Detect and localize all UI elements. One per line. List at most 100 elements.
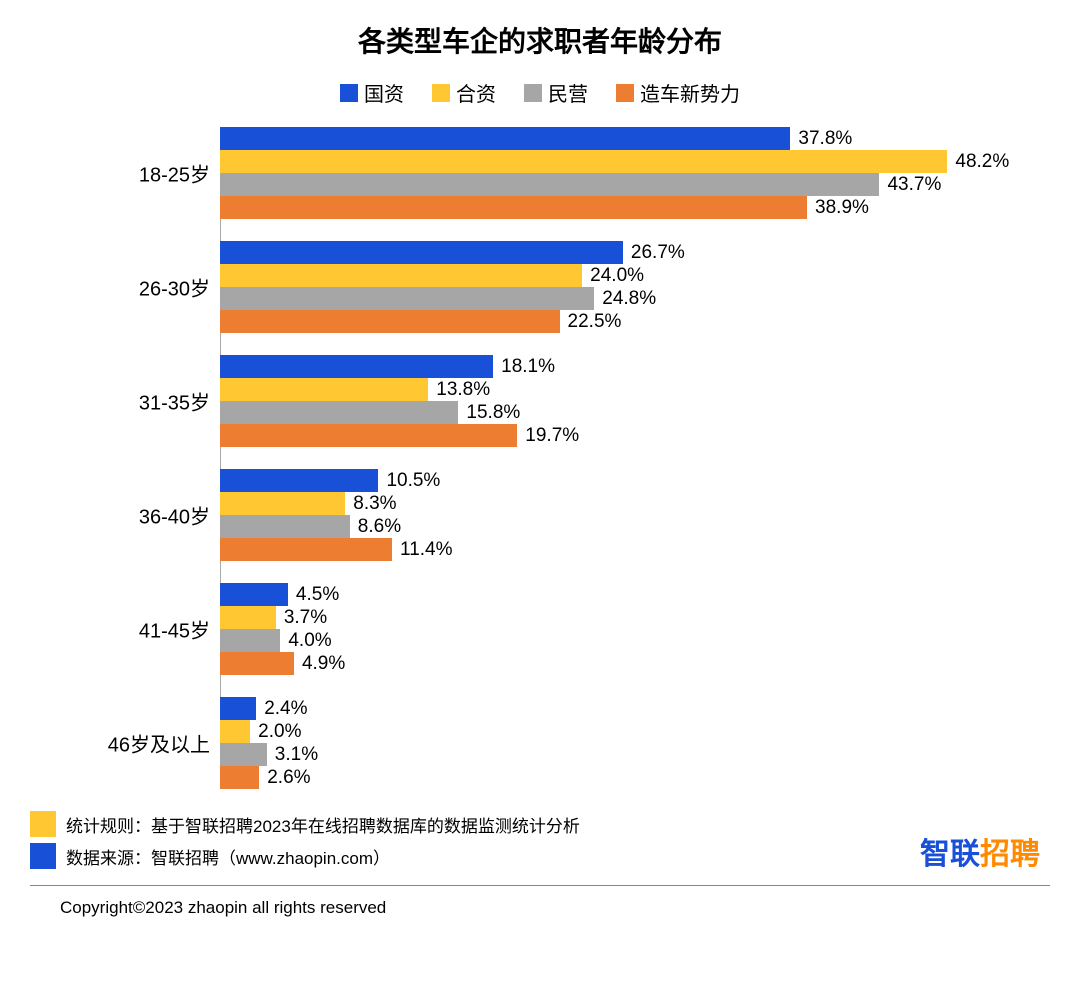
bar-value-label: 43.7% [887, 174, 941, 196]
bar-row: 15.8% [220, 401, 1050, 424]
bar-value-label: 3.7% [284, 607, 327, 629]
legend-label: 民营 [548, 78, 588, 107]
bar-row: 3.7% [220, 606, 1050, 629]
bar-row: 48.2% [220, 150, 1050, 173]
bar-row: 26.7% [220, 241, 1050, 264]
note-rule-text: 统计规则：基于智联招聘2023年在线招聘数据库的数据监测统计分析 [66, 812, 580, 837]
bar-value-label: 38.9% [815, 197, 869, 219]
bar-group: 26-30岁26.7%24.0%24.8%22.5% [220, 241, 1050, 333]
bar-row: 19.7% [220, 424, 1050, 447]
bar-row: 43.7% [220, 173, 1050, 196]
bar-row: 10.5% [220, 469, 1050, 492]
bar [220, 652, 294, 675]
bar-row: 22.5% [220, 310, 1050, 333]
bar [220, 743, 267, 766]
bar-value-label: 4.0% [288, 630, 331, 652]
chart-plot: 18-25岁37.8%48.2%43.7%38.9%26-30岁26.7%24.… [30, 127, 1050, 789]
bar-row: 3.1% [220, 743, 1050, 766]
bar-row: 8.3% [220, 492, 1050, 515]
bar [220, 355, 493, 378]
bar [220, 287, 594, 310]
bar [220, 241, 623, 264]
legend-label: 造车新势力 [640, 78, 740, 107]
bar [220, 606, 276, 629]
category-label: 31-35岁 [30, 387, 210, 416]
bar-row: 38.9% [220, 196, 1050, 219]
bar-value-label: 11.4% [400, 539, 452, 561]
bar-row: 24.0% [220, 264, 1050, 287]
legend-item: 民营 [524, 78, 588, 107]
legend-swatch [524, 84, 542, 102]
bar-row: 37.8% [220, 127, 1050, 150]
note-source-text: 数据来源：智联招聘（www.zhaopin.com） [66, 844, 390, 869]
legend-label: 合资 [456, 78, 496, 107]
bar-value-label: 37.8% [798, 128, 852, 150]
bar-row: 8.6% [220, 515, 1050, 538]
bar-value-label: 2.4% [264, 698, 307, 720]
bar-row: 13.8% [220, 378, 1050, 401]
bar-row: 4.9% [220, 652, 1050, 675]
bar [220, 401, 458, 424]
bar-value-label: 24.0% [590, 265, 644, 287]
legend-item: 合资 [432, 78, 496, 107]
bar-value-label: 48.2% [955, 151, 1009, 173]
bar-row: 18.1% [220, 355, 1050, 378]
bar-value-label: 26.7% [631, 242, 685, 264]
category-label: 36-40岁 [30, 501, 210, 530]
brand-logo: 智联招聘 [920, 829, 1040, 873]
bar-group: 41-45岁4.5%3.7%4.0%4.9% [220, 583, 1050, 675]
bar-group: 46岁及以上2.4%2.0%3.1%2.6% [220, 697, 1050, 789]
category-label: 18-25岁 [30, 159, 210, 188]
bar [220, 264, 582, 287]
bar [220, 127, 790, 150]
bar [220, 378, 428, 401]
bar-value-label: 15.8% [466, 402, 520, 424]
legend-label: 国资 [364, 78, 404, 107]
bar-value-label: 10.5% [386, 470, 440, 492]
bar-row: 2.0% [220, 720, 1050, 743]
bar [220, 173, 879, 196]
bar [220, 196, 807, 219]
bar-group: 36-40岁10.5%8.3%8.6%11.4% [220, 469, 1050, 561]
bar-value-label: 2.6% [267, 767, 310, 789]
bar [220, 424, 517, 447]
bar [220, 310, 560, 333]
bar-value-label: 18.1% [501, 356, 555, 378]
bar [220, 538, 392, 561]
bar-row: 4.5% [220, 583, 1050, 606]
bar-value-label: 22.5% [568, 311, 622, 333]
bar-row: 2.4% [220, 697, 1050, 720]
legend-item: 国资 [340, 78, 404, 107]
bar [220, 150, 947, 173]
y-axis-line [220, 127, 221, 789]
note-rule: 统计规则：基于智联招聘2023年在线招聘数据库的数据监测统计分析 [30, 811, 1050, 837]
note-source: 数据来源：智联招聘（www.zhaopin.com） [30, 843, 1050, 869]
bar-value-label: 4.5% [296, 584, 339, 606]
bar-value-label: 8.6% [358, 516, 401, 538]
bar [220, 766, 259, 789]
bar-row: 4.0% [220, 629, 1050, 652]
legend-swatch [616, 84, 634, 102]
bar [220, 720, 250, 743]
note-source-swatch [30, 843, 56, 869]
bar-value-label: 8.3% [353, 493, 396, 515]
bar [220, 515, 350, 538]
bar-row: 11.4% [220, 538, 1050, 561]
category-label: 26-30岁 [30, 273, 210, 302]
legend-swatch [432, 84, 450, 102]
bar-row: 2.6% [220, 766, 1050, 789]
note-rule-swatch [30, 811, 56, 837]
footer-notes: 统计规则：基于智联招聘2023年在线招聘数据库的数据监测统计分析 数据来源：智联… [30, 811, 1050, 886]
bar-value-label: 19.7% [525, 425, 579, 447]
bar-value-label: 13.8% [436, 379, 490, 401]
legend-item: 造车新势力 [616, 78, 740, 107]
brand-part1: 智联 [920, 838, 980, 871]
brand-part2: 招聘 [980, 838, 1040, 871]
bar [220, 697, 256, 720]
copyright-text: Copyright©2023 zhaopin all rights reserv… [30, 898, 1050, 918]
bar-group: 31-35岁18.1%13.8%15.8%19.7% [220, 355, 1050, 447]
bar-value-label: 4.9% [302, 653, 345, 675]
bar [220, 583, 288, 606]
bar-group: 18-25岁37.8%48.2%43.7%38.9% [220, 127, 1050, 219]
bar [220, 492, 345, 515]
